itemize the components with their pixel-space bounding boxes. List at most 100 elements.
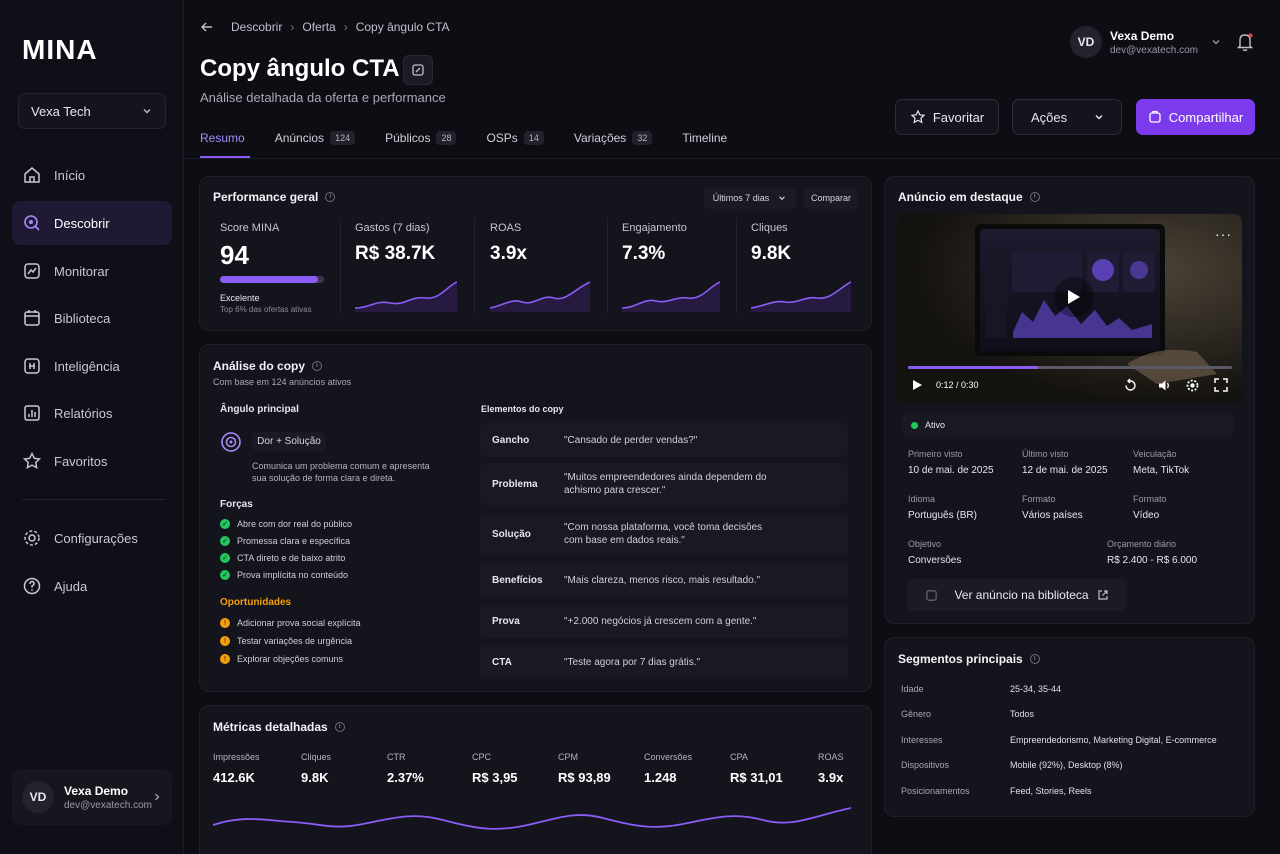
workspace-selector[interactable]: Vexa Tech xyxy=(18,93,166,129)
breadcrumb-item[interactable]: Descobrir xyxy=(231,20,283,34)
info-icon[interactable]: i xyxy=(1029,192,1040,202)
back-arrow-icon[interactable] xyxy=(200,20,214,34)
actions-dropdown[interactable]: Ações xyxy=(1012,99,1122,135)
video-thumbnail xyxy=(897,214,1242,403)
tab-label: Resumo xyxy=(200,131,245,145)
fullscreen-icon[interactable] xyxy=(1214,378,1228,392)
share-icon xyxy=(1149,110,1161,123)
button-label: Ver anúncio na biblioteca xyxy=(954,588,1089,602)
tab-bar: Resumo Anúncios 124 Públicos 28 OSPs 14 Var… xyxy=(200,128,757,148)
detailed-metrics-card xyxy=(199,705,872,854)
video-progress-fill xyxy=(908,366,1038,369)
user-card[interactable]: VD Vexa Demo dev@vexatech.com xyxy=(12,769,172,825)
nav-label: Início xyxy=(54,167,86,183)
metric-value: 9.8K xyxy=(751,243,792,264)
tab-label: OSPs xyxy=(486,131,518,145)
opportunity-item: ! Adicionar prova social explícita xyxy=(220,618,361,628)
bell-icon[interactable] xyxy=(1236,32,1254,52)
info-icon[interactable]: i xyxy=(312,361,323,371)
ad-field: Formato Vários países xyxy=(1022,494,1083,521)
nav-item-relatorios[interactable]: Relatórios xyxy=(12,391,172,435)
strength-item: ✓ Promessa clara e específica xyxy=(220,536,350,546)
strength-item: ✓ CTA direto e de baixo atrito xyxy=(220,553,345,563)
settings-icon[interactable] xyxy=(1185,378,1200,393)
alert-icon: ! xyxy=(220,618,230,628)
ad-field: Veiculação Meta, TikTok xyxy=(1133,449,1190,476)
video-progress-track[interactable] xyxy=(908,366,1232,369)
info-icon[interactable]: i xyxy=(1029,654,1040,664)
play-overlay-icon[interactable] xyxy=(1064,288,1082,306)
metric-label: Engajamento xyxy=(622,222,687,234)
star-icon xyxy=(910,109,926,124)
workspace-name: Vexa Tech xyxy=(31,103,91,119)
segment-value: Empreendedorismo, Marketing Digital, E-c… xyxy=(1010,735,1217,745)
info-icon[interactable]: i xyxy=(325,192,336,202)
nav-item-configuracoes[interactable]: Configurações xyxy=(12,516,172,560)
rewind-icon[interactable] xyxy=(1123,378,1138,393)
external-link-icon xyxy=(1097,590,1108,600)
favorite-button[interactable]: Favoritar xyxy=(895,99,999,135)
period-select[interactable]: Últimos 7 dias xyxy=(704,187,796,209)
check-icon: ✓ xyxy=(220,536,230,546)
sidebar-divider xyxy=(22,499,166,500)
nav-item-inicio[interactable]: Início xyxy=(12,153,172,197)
tab-label: Variações xyxy=(573,131,627,145)
segment-value: Feed, Stories, Reels xyxy=(1010,786,1092,796)
tab-anuncios[interactable]: Anúncios 124 xyxy=(275,128,356,148)
copy-element-row: Solução "Com nossa plataforma, você toma … xyxy=(480,513,848,555)
nav-item-favoritos[interactable]: Favoritos xyxy=(12,439,172,483)
clicks-metric: Cliques 9.8K xyxy=(751,222,791,265)
library-icon xyxy=(24,310,40,326)
tab-variacoes[interactable]: Variações 32 xyxy=(574,128,653,148)
compare-button[interactable]: Comparar xyxy=(804,187,858,209)
opportunity-item: ! Testar variações de urgência xyxy=(220,636,352,646)
nav-item-ajuda[interactable]: Ajuda xyxy=(12,564,172,608)
gear-icon xyxy=(24,530,40,546)
info-icon[interactable]: i xyxy=(334,722,345,732)
detail-metric: CPA R$ 31,01 xyxy=(730,752,783,785)
segments-title: Segmentos principais i xyxy=(898,652,1040,666)
target-icon xyxy=(221,432,241,452)
elements-title: Elementos do copy xyxy=(481,404,564,414)
metric-label: ROAS xyxy=(490,222,522,234)
engagement-metric: Engajamento 7.3% xyxy=(622,222,687,265)
more-options-icon[interactable]: ··· xyxy=(1215,226,1232,242)
nav-label: Inteligência xyxy=(54,358,120,374)
ad-video-player[interactable]: ··· 0:12 / 0:30 xyxy=(897,214,1242,403)
user-email: dev@vexatech.com xyxy=(1110,44,1198,56)
tab-timeline[interactable]: Timeline xyxy=(682,128,727,148)
nav-item-biblioteca[interactable]: Biblioteca xyxy=(12,296,172,340)
intelligence-icon xyxy=(24,358,40,374)
alert-icon: ! xyxy=(220,654,230,664)
breadcrumb-item[interactable]: Oferta xyxy=(302,20,336,34)
segment-value: 25-34, 35-44 xyxy=(1010,684,1062,694)
tab-resumo[interactable]: Resumo xyxy=(200,128,245,148)
metric-value: 3.9x xyxy=(490,243,527,264)
opportunities-title: Oportunidades xyxy=(220,597,292,608)
tab-publicos[interactable]: Públicos 28 xyxy=(385,128,457,148)
edit-icon xyxy=(412,64,424,76)
nav-label: Monitorar xyxy=(54,263,109,279)
angle-title: Ângulo principal xyxy=(220,404,299,415)
nav-item-monitorar[interactable]: Monitorar xyxy=(12,249,172,293)
app-logo: MINA xyxy=(22,34,98,65)
tab-label: Públicos xyxy=(385,131,431,145)
edit-title-button[interactable] xyxy=(403,55,433,85)
nav-label: Favoritos xyxy=(54,453,108,469)
strength-item: ✓ Abre com dor real do público xyxy=(220,519,352,529)
nav-item-descobrir[interactable]: Descobrir xyxy=(12,201,172,245)
view-in-library-button[interactable]: Ver anúncio na biblioteca xyxy=(907,579,1127,611)
nav-item-inteligencia[interactable]: Inteligência xyxy=(12,344,172,388)
score-metric: Score MINA 94 xyxy=(220,222,279,271)
metric-value: R$ 38.7K xyxy=(355,243,436,264)
header-user-menu[interactable]: VD Vexa Demo dev@vexatech.com xyxy=(1070,26,1222,58)
copy-element-row: Benefícios "Mais clareza, menos risco, ma… xyxy=(480,563,848,597)
button-label: Ações xyxy=(1031,109,1068,125)
share-button[interactable]: Compartilhar xyxy=(1136,99,1255,135)
spend-sparkline xyxy=(355,281,457,312)
play-icon[interactable] xyxy=(911,379,923,391)
detail-metric: CPM R$ 93,89 xyxy=(558,752,611,785)
volume-icon[interactable] xyxy=(1157,378,1172,393)
tab-osps[interactable]: OSPs 14 xyxy=(486,128,544,148)
opportunity-item: ! Explorar objeções comuns xyxy=(220,654,343,664)
